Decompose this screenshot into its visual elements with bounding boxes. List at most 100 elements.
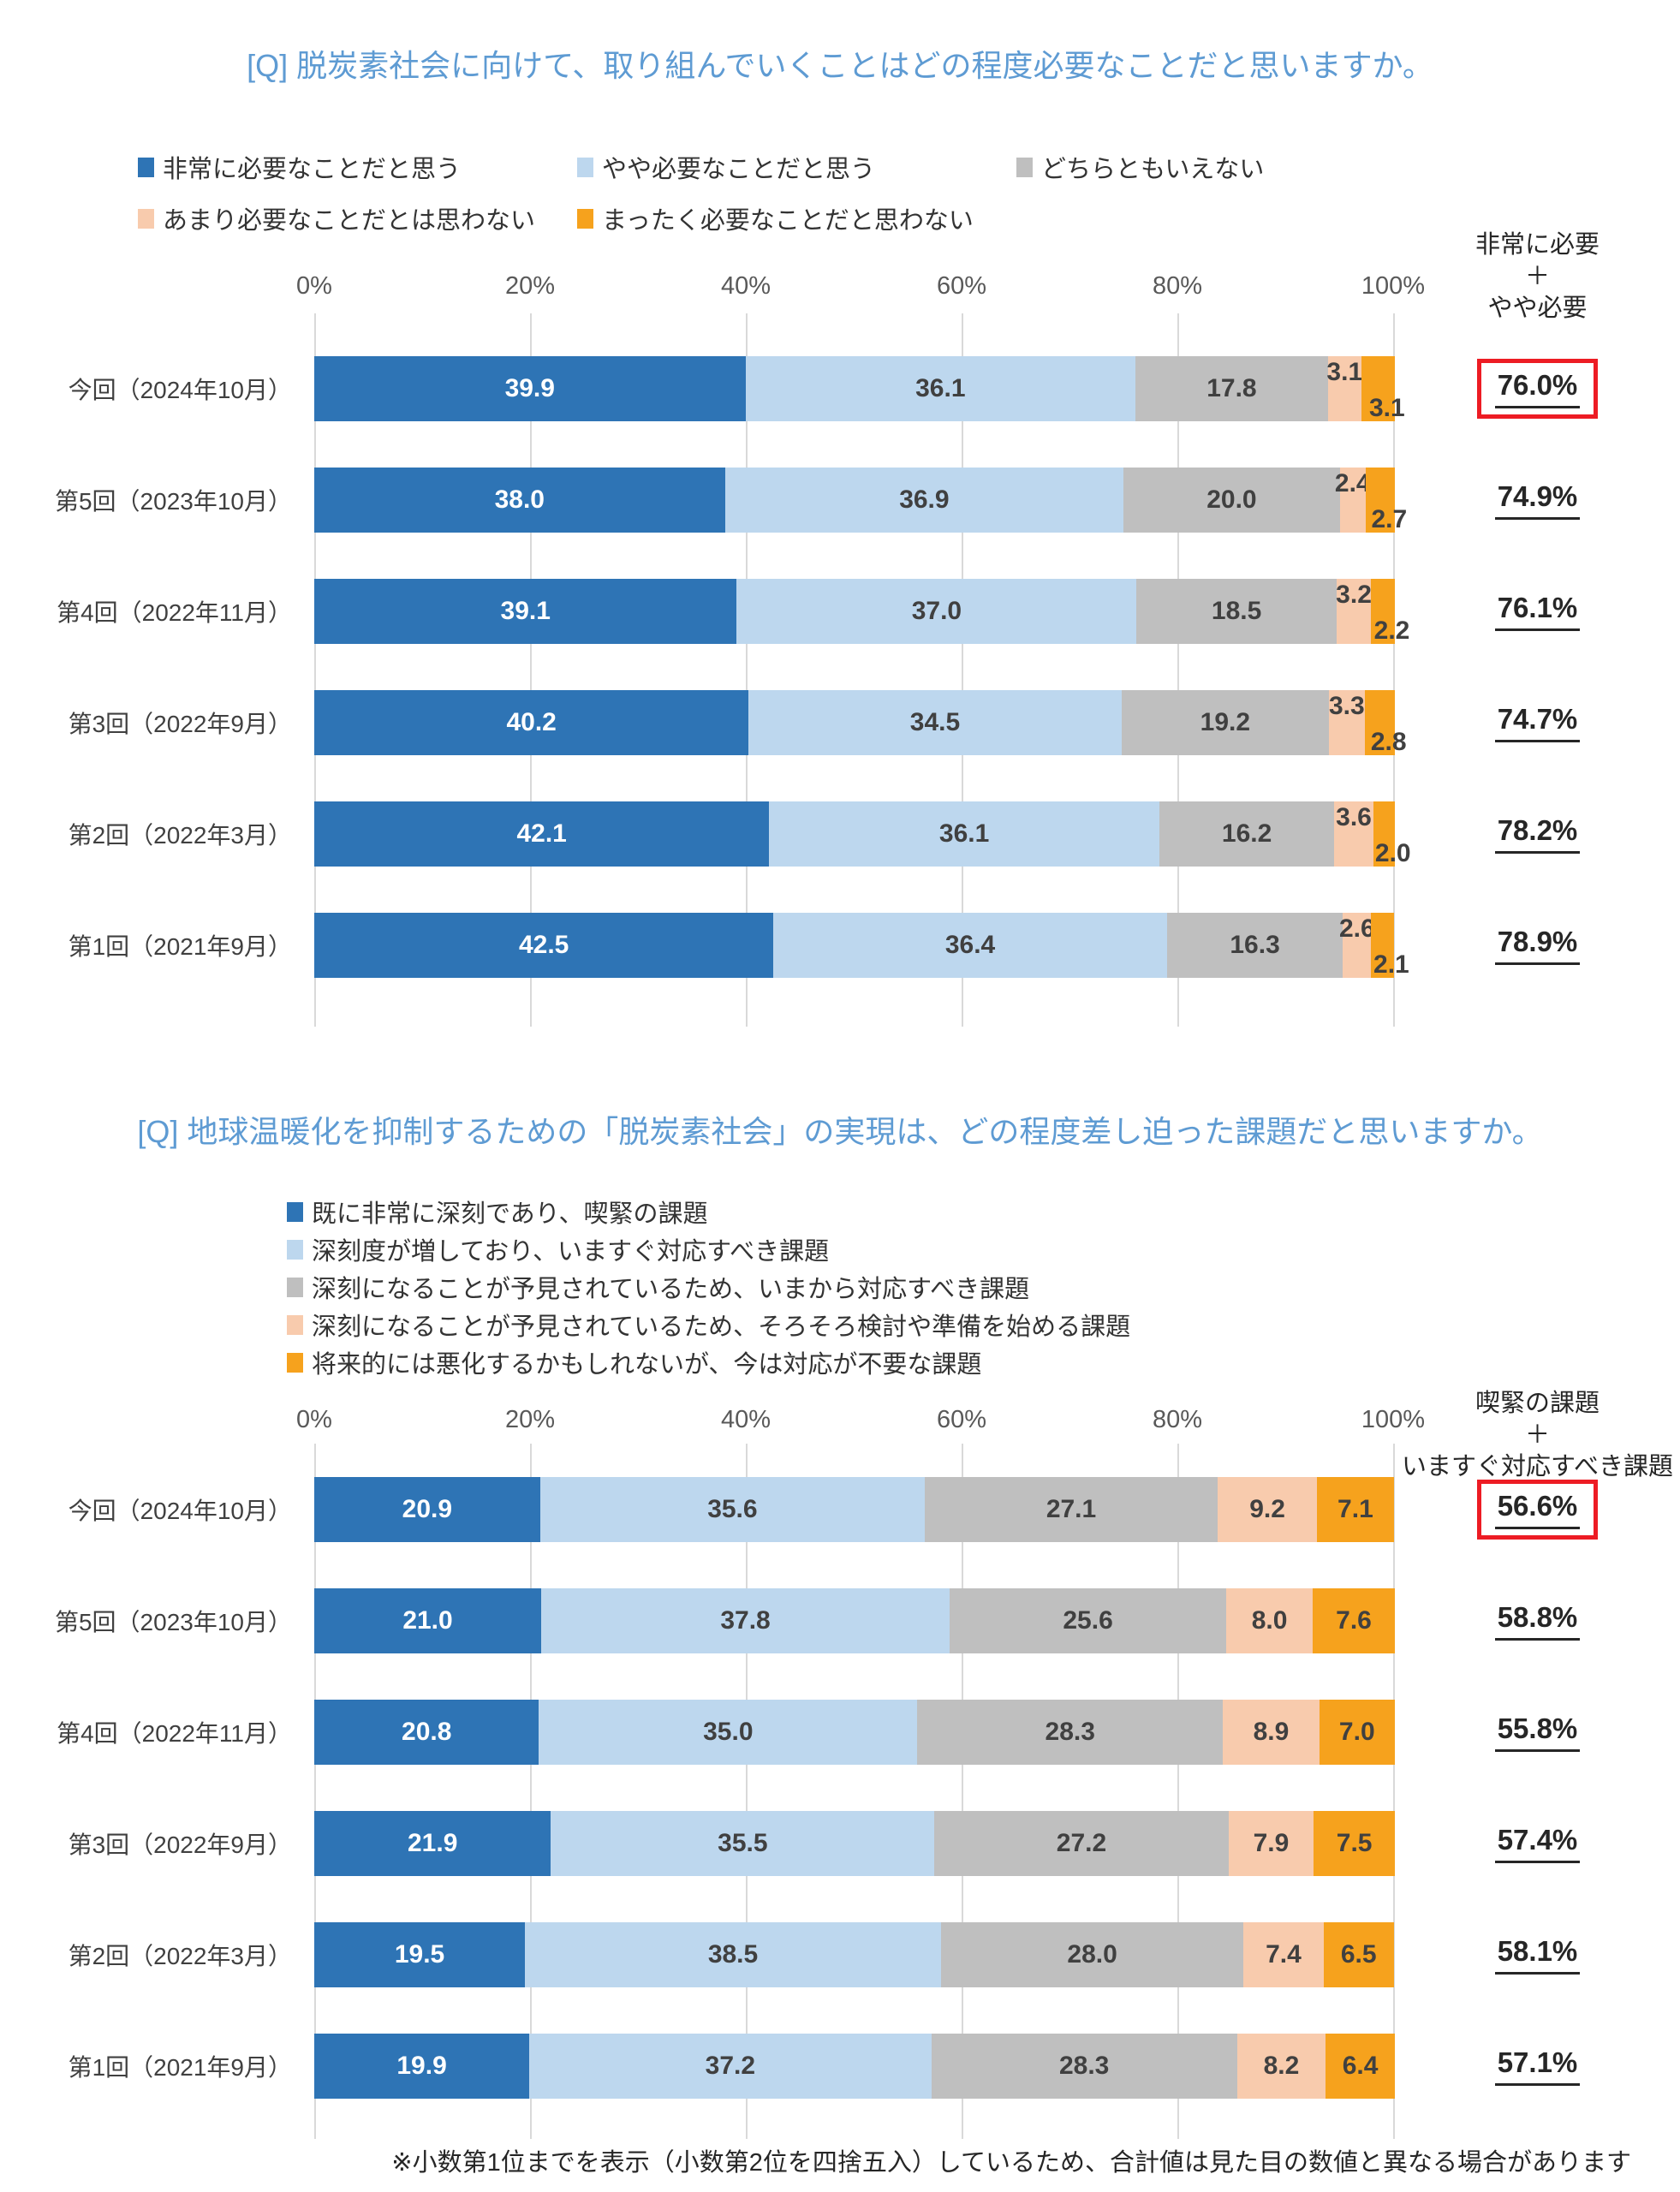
segment-value: 7.4 <box>1266 1940 1302 1969</box>
legend-label: 将来的には悪化するかもしれないが、今は対応が不要な課題 <box>312 1351 982 1379</box>
category-label: 今回（2024年10月） <box>68 377 292 403</box>
bar-segment: 17.8 <box>1135 356 1328 421</box>
bar-segment: 21.9 <box>314 1811 551 1876</box>
bar-row: 第5回（2023年10月） 38.0 36.9 20.0 2.4 2.7 74.9% <box>0 444 1680 556</box>
legend-item: 深刻になることが予見されているため、いまから対応すべき課題 <box>287 1272 1680 1303</box>
bar-segment: 36.9 <box>724 468 1124 533</box>
summary-header-line: 喫緊の課題 <box>1474 1390 1600 1417</box>
bar-segment: 35.5 <box>551 1811 935 1876</box>
segment-value: 39.1 <box>500 597 551 625</box>
bar-segment: 2.8 <box>1364 690 1407 756</box>
segment-value: 37.8 <box>720 1606 771 1635</box>
legend: 既に非常に深刻であり、喫緊の課題 深刻度が増しており、いますぐ対応すべき課題 深刻に… <box>287 1197 1680 1379</box>
segment-value: 36.1 <box>915 374 966 402</box>
bar-row: 第1回（2021年9月） 42.5 36.4 16.3 2.6 2.1 78.9% <box>0 890 1680 1001</box>
stacked-bar: 21.0 37.8 25.6 8.0 7.6 <box>314 1588 1395 1653</box>
summary-cell: 74.9% <box>1395 480 1680 520</box>
segment-value: 7.9 <box>1253 1829 1290 1857</box>
bar-segment: 7.1 <box>1317 1477 1394 1542</box>
segment-value: 3.1 <box>1368 394 1405 422</box>
segment-value: 2.7 <box>1371 505 1408 533</box>
rows: 今回（2024年10月） 20.9 35.6 27.1 9.2 7.1 56.6% 第5回（2… <box>0 1444 1680 2139</box>
bar-segment: 37.0 <box>736 579 1137 644</box>
bar-segment: 36.1 <box>745 356 1136 421</box>
legend-color-chip <box>577 157 593 177</box>
total-value: 76.0% <box>1494 369 1581 408</box>
bar-segment: 9.2 <box>1218 1477 1318 1542</box>
segment-value: 27.2 <box>1056 1829 1107 1857</box>
summary-cell: 78.9% <box>1395 926 1680 965</box>
total-value: 58.1% <box>1494 1935 1581 1975</box>
summary-cell: 58.8% <box>1395 1601 1680 1641</box>
bar-segment: 34.5 <box>748 690 1122 755</box>
category-label: 第5回（2023年10月） <box>54 1609 292 1635</box>
bar-segment: 37.8 <box>541 1588 950 1653</box>
bar-segment: 39.9 <box>314 356 746 421</box>
segment-value: 7.5 <box>1336 1829 1373 1857</box>
axis-tick-label: 20% <box>504 1406 556 1433</box>
total-value: 56.6% <box>1494 1490 1581 1529</box>
bar-segment: 40.2 <box>314 690 749 755</box>
axis-tick-label: 60% <box>936 272 987 300</box>
bar-segment: 2.6 <box>1339 913 1375 978</box>
legend-item: あまり必要なことだとは思わない <box>138 204 577 235</box>
bar-segment: 7.0 <box>1319 1700 1395 1765</box>
bar-row: 第3回（2022年9月） 21.9 35.5 27.2 7.9 7.5 57.4% <box>0 1788 1680 1899</box>
segment-value: 39.9 <box>504 374 555 402</box>
stacked-bar: 39.9 36.1 17.8 3.1 3.1 <box>314 356 1405 422</box>
summary-cell: 78.2% <box>1395 814 1680 854</box>
category-label: 第1回（2021年9月） <box>68 933 292 960</box>
total-value: 78.2% <box>1494 814 1581 854</box>
bar-segment: 2.2 <box>1371 579 1409 645</box>
bar-segment: 35.0 <box>539 1700 918 1765</box>
stacked-bar: 38.0 36.9 20.0 2.4 2.7 <box>314 468 1407 533</box>
stacked-bar: 20.8 35.0 28.3 8.9 7.0 <box>314 1700 1395 1765</box>
bar-segment: 19.9 <box>314 2034 530 2099</box>
bar-segment: 28.3 <box>917 1700 1224 1765</box>
legend-item: どちらともいえない <box>1016 152 1680 183</box>
summary-header-line: ＋ <box>1524 1421 1550 1449</box>
gridlines <box>314 1444 1395 2139</box>
stacked-bar: 19.5 38.5 28.0 7.4 6.5 <box>314 1922 1395 1987</box>
legend-item: 深刻度が増しており、いますぐ対応すべき課題 <box>287 1235 1680 1266</box>
segment-value: 21.0 <box>402 1606 453 1635</box>
segment-value: 3.1 <box>1326 358 1363 386</box>
stacked-bar: 40.2 34.5 19.2 3.3 2.8 <box>314 690 1407 756</box>
axis: 0% 20% 40% 60% 80% 100% <box>296 272 1680 307</box>
bar-segment: 42.5 <box>314 913 774 978</box>
bar-segment: 36.4 <box>773 913 1167 978</box>
bar-segment: 19.5 <box>314 1922 526 1987</box>
bar-segment: 3.6 <box>1334 801 1373 867</box>
bar-segment: 28.3 <box>931 2034 1237 2099</box>
bar-segment: 39.1 <box>314 579 737 644</box>
segment-value: 28.0 <box>1067 1940 1117 1969</box>
legend-item: 非常に必要なことだと思う <box>138 152 577 183</box>
segment-value: 7.6 <box>1336 1606 1372 1635</box>
highlight-box: 76.0% <box>1476 359 1599 419</box>
bar-segment: 7.5 <box>1314 1811 1395 1876</box>
category-label: 第5回（2023年10月） <box>54 488 292 515</box>
bar-segment: 36.1 <box>769 801 1159 867</box>
segment-value: 21.9 <box>407 1829 458 1857</box>
segment-value: 20.9 <box>402 1495 453 1523</box>
summary-cell: 56.6% <box>1395 1480 1680 1540</box>
axis-tick-label: 80% <box>1152 272 1203 300</box>
segment-value: 20.8 <box>402 1718 452 1746</box>
legend-label: どちらともいえない <box>1041 156 1265 183</box>
bar-row: 第4回（2022年11月） 39.1 37.0 18.5 3.2 2.2 76.1% <box>0 556 1680 667</box>
segment-value: 2.8 <box>1370 728 1407 756</box>
axis: 0% 20% 40% 60% 80% 100% <box>296 1406 1680 1440</box>
stacked-bar: 21.9 35.5 27.2 7.9 7.5 <box>314 1811 1395 1876</box>
segment-value: 3.2 <box>1336 581 1372 609</box>
legend-label: 非常に必要なことだと思う <box>163 156 462 183</box>
category-label: 第2回（2022年3月） <box>68 1943 292 1969</box>
segment-value: 19.5 <box>394 1940 445 1969</box>
segment-value: 27.1 <box>1046 1495 1097 1523</box>
segment-value: 36.9 <box>899 485 950 514</box>
stacked-bar: 42.5 36.4 16.3 2.6 2.1 <box>314 913 1409 979</box>
total-value: 58.8% <box>1494 1601 1581 1641</box>
axis-tick-label: 40% <box>720 272 771 300</box>
segment-value: 25.6 <box>1063 1606 1113 1635</box>
summary-header-line: やや必要 <box>1487 295 1588 322</box>
